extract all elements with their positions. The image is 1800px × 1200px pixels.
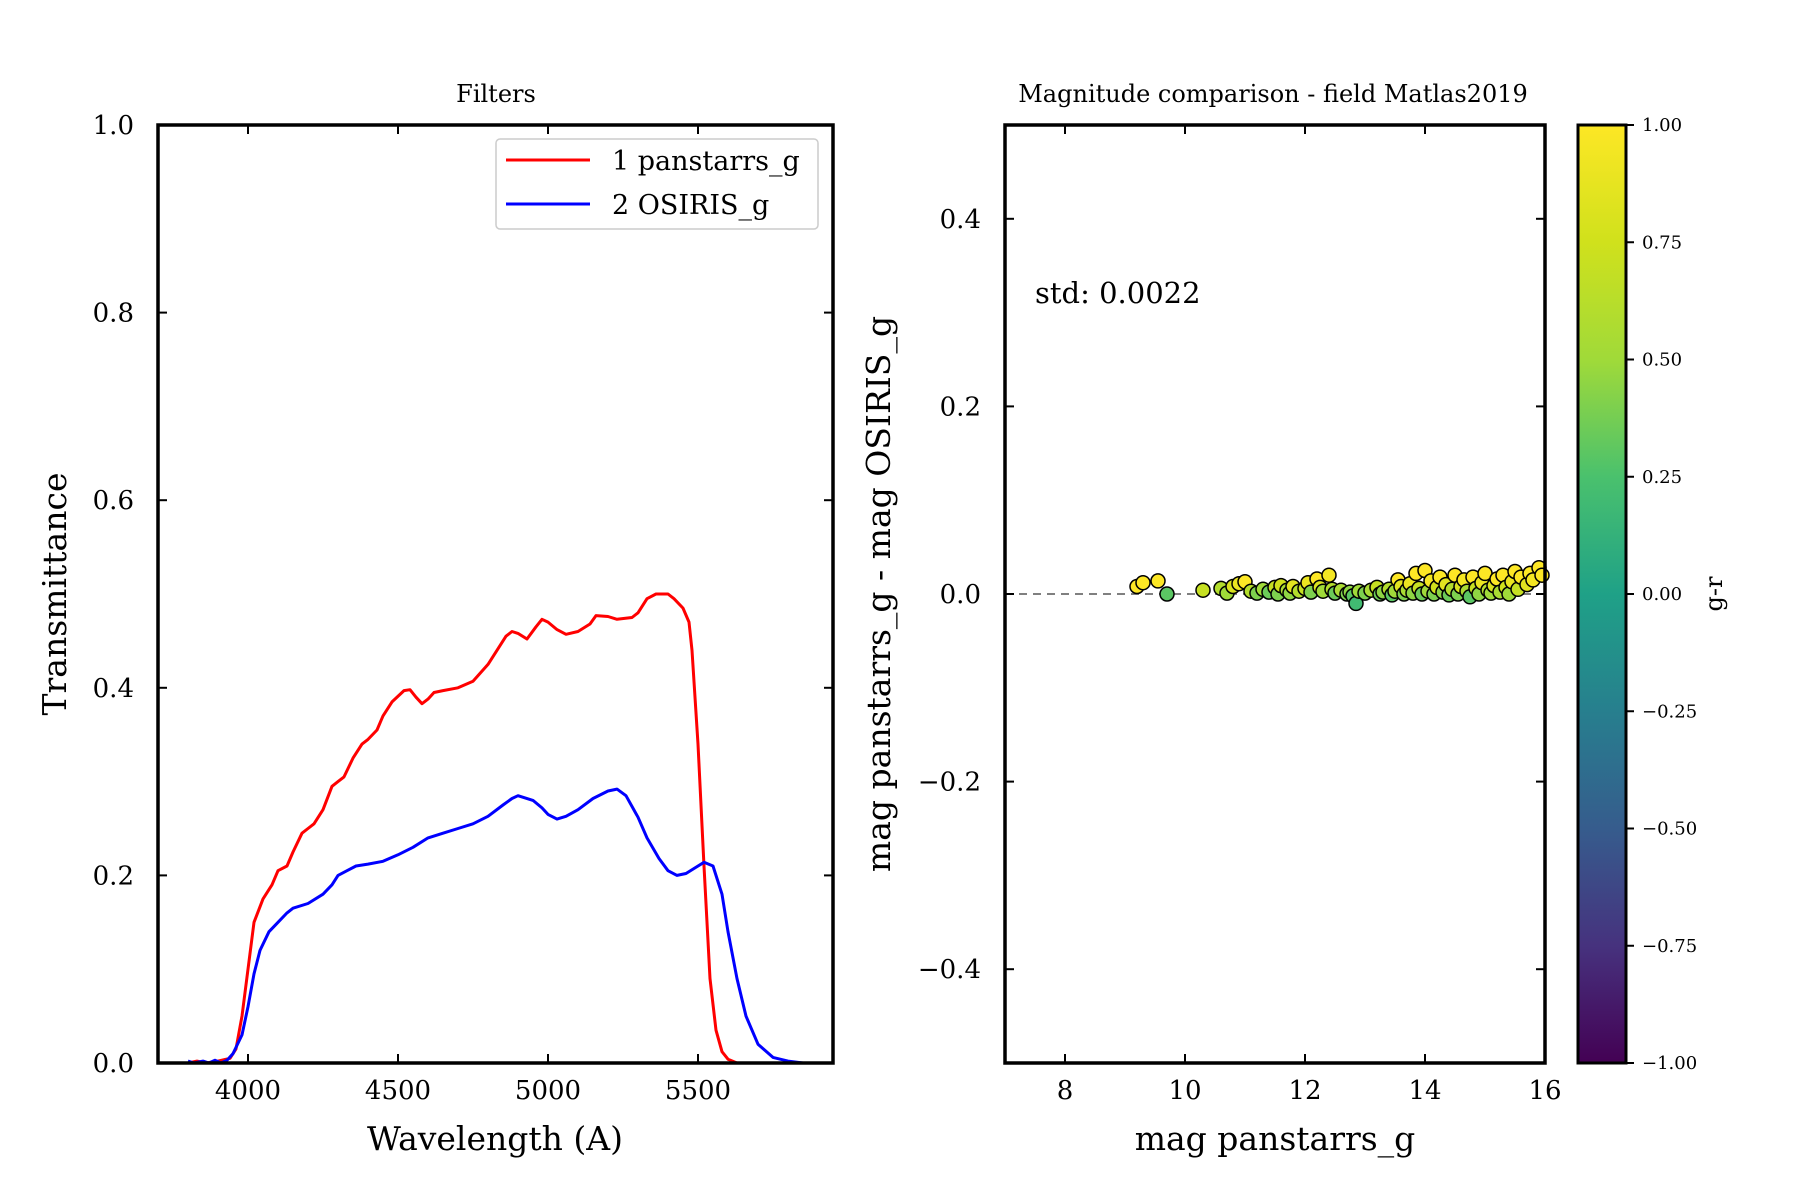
colorbar-tick-label: −1.00 <box>1642 1053 1697 1074</box>
x-tick-label: 10 <box>1168 1076 1201 1106</box>
y-tick-label: 0.2 <box>93 861 134 891</box>
x-tick-label: 4000 <box>215 1076 281 1106</box>
scatter-point <box>1534 567 1550 583</box>
filters-ticks-group: 4000 4500 5000 5500 0.0 0.2 0.4 0.6 0.8 1.0 <box>93 111 833 1106</box>
x-tick-label: 4500 <box>365 1076 431 1106</box>
colorbar-tick-label: 0.50 <box>1642 350 1682 371</box>
y-tick-label: 0.8 <box>93 299 134 329</box>
scatter-point <box>1195 582 1211 598</box>
x-tick-label: 5500 <box>665 1076 731 1106</box>
filters-title: Filters <box>456 80 536 108</box>
filters-series-group <box>187 592 804 1065</box>
y-tick-label: 0.0 <box>940 580 981 610</box>
filter-curve-0 <box>187 592 738 1065</box>
colorbar: 1.00 0.75 0.50 0.25 0.00 −0.25 −0.50 −0.75 −1.00… <box>1576 115 1728 1074</box>
y-tick-label: 0.0 <box>93 1049 134 1079</box>
std-annotation: std: 0.0022 <box>1035 276 1201 310</box>
legend-label-panstarrs: 1 panstarrs_g <box>612 146 800 177</box>
magnitude-title: Magnitude comparison - field Matlas2019 <box>1018 80 1528 108</box>
colorbar-tick-label: 0.25 <box>1642 467 1682 488</box>
scatter-point <box>1150 573 1166 589</box>
x-tick-label: 8 <box>1057 1076 1074 1106</box>
y-tick-label: −0.2 <box>918 768 981 798</box>
colorbar-tick-label: 0.00 <box>1642 584 1682 605</box>
y-tick-label: −0.4 <box>918 955 981 985</box>
scatter-point <box>1135 574 1151 591</box>
magnitude-ticks-group: 8 10 12 14 16 −0.4 −0.2 0.0 0.2 0.4 <box>918 125 1562 1106</box>
legend-label-osiris: 2 OSIRIS_g <box>612 190 769 221</box>
scatter-point <box>1159 586 1175 602</box>
x-tick-label: 14 <box>1408 1076 1441 1106</box>
magnitude-x-axis-label: mag panstarrs_g <box>1135 1119 1416 1159</box>
colorbar-gradient <box>1576 123 1628 1065</box>
filters-panel: Filters 4000 4500 5000 5500 0.0 0.2 0.4 0.6 0.8 1… <box>35 80 835 1158</box>
scatter-point <box>1321 567 1337 583</box>
y-tick-label: 0.4 <box>940 205 981 235</box>
colorbar-ticks-group: 1.00 0.75 0.50 0.25 0.00 −0.25 −0.50 −0.75 −1.00 <box>1626 115 1697 1074</box>
colorbar-label: g-r <box>1700 576 1728 611</box>
filters-x-axis-label: Wavelength (A) <box>367 1119 623 1158</box>
filters-y-axis-label: Transmittance <box>35 473 74 716</box>
colorbar-tick-label: 1.00 <box>1642 115 1682 136</box>
colorbar-tick-label: −0.25 <box>1642 701 1697 722</box>
y-tick-label: 0.2 <box>940 392 981 422</box>
magnitude-plot-frame <box>1003 123 1547 1065</box>
colorbar-tick-label: −0.50 <box>1642 819 1697 840</box>
x-tick-label: 5000 <box>515 1076 581 1106</box>
colorbar-tick-label: −0.75 <box>1642 936 1697 957</box>
scatter-points-group <box>1129 559 1550 612</box>
y-tick-label: 0.4 <box>93 674 134 704</box>
y-tick-label: 0.6 <box>93 486 134 516</box>
filter-curve-1 <box>187 787 804 1065</box>
colorbar-tick-label: 0.75 <box>1642 232 1682 253</box>
x-tick-label: 12 <box>1288 1076 1321 1106</box>
filters-plot-frame <box>156 123 835 1065</box>
filters-legend: 1 panstarrs_g 2 OSIRIS_g <box>495 138 819 230</box>
magnitude-y-axis-label: mag panstarrs_g - mag OSIRIS_g <box>859 316 899 872</box>
magnitude-panel: Magnitude comparison - field Matlas2019 … <box>859 80 1562 1159</box>
y-tick-label: 1.0 <box>93 111 134 141</box>
x-tick-label: 16 <box>1528 1076 1561 1106</box>
